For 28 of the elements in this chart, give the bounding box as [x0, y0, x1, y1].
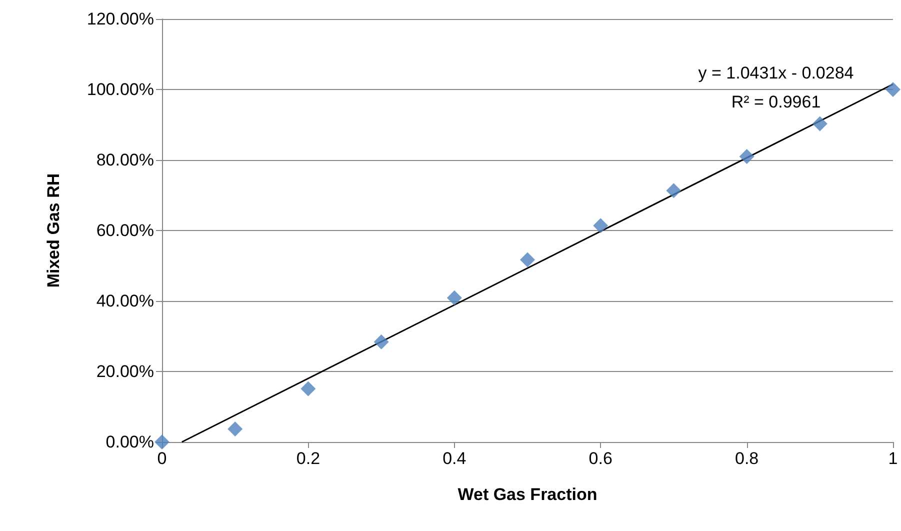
y-tick-label: 100.00% [86, 80, 154, 99]
point [520, 252, 535, 268]
y-tick-label: 40.00% [96, 292, 154, 310]
y-axis-title: Mixed Gas RH [44, 173, 63, 288]
y-tick-label: 0.00% [106, 432, 154, 452]
point [374, 334, 389, 350]
point [593, 218, 608, 234]
point [812, 116, 828, 132]
point [228, 421, 243, 436]
annotation: y = 1.0431x - 0.0284 [698, 64, 854, 82]
y-tick-label: 120.00% [86, 10, 154, 28]
x-tick-label: 0.2 [296, 449, 320, 468]
y-tick-label: 60.00% [96, 221, 154, 240]
point [300, 381, 316, 396]
x-tick-label: 0.6 [588, 449, 612, 468]
x-tick-label: 0.8 [734, 449, 759, 468]
point [739, 148, 754, 164]
x-tick-label: 0 [157, 449, 167, 468]
point [886, 82, 900, 97]
annotation: R² = 0.9961 [731, 92, 821, 112]
point [446, 290, 462, 306]
x-tick-label: 0.4 [442, 449, 466, 468]
x-axis-title: Wet Gas Fraction [458, 485, 598, 504]
y-tick-label: 80.00% [96, 150, 154, 170]
y-tick-label: 20.00% [96, 362, 154, 381]
point [154, 434, 170, 450]
x-tick-label: 1 [888, 449, 898, 468]
point [666, 183, 682, 198]
